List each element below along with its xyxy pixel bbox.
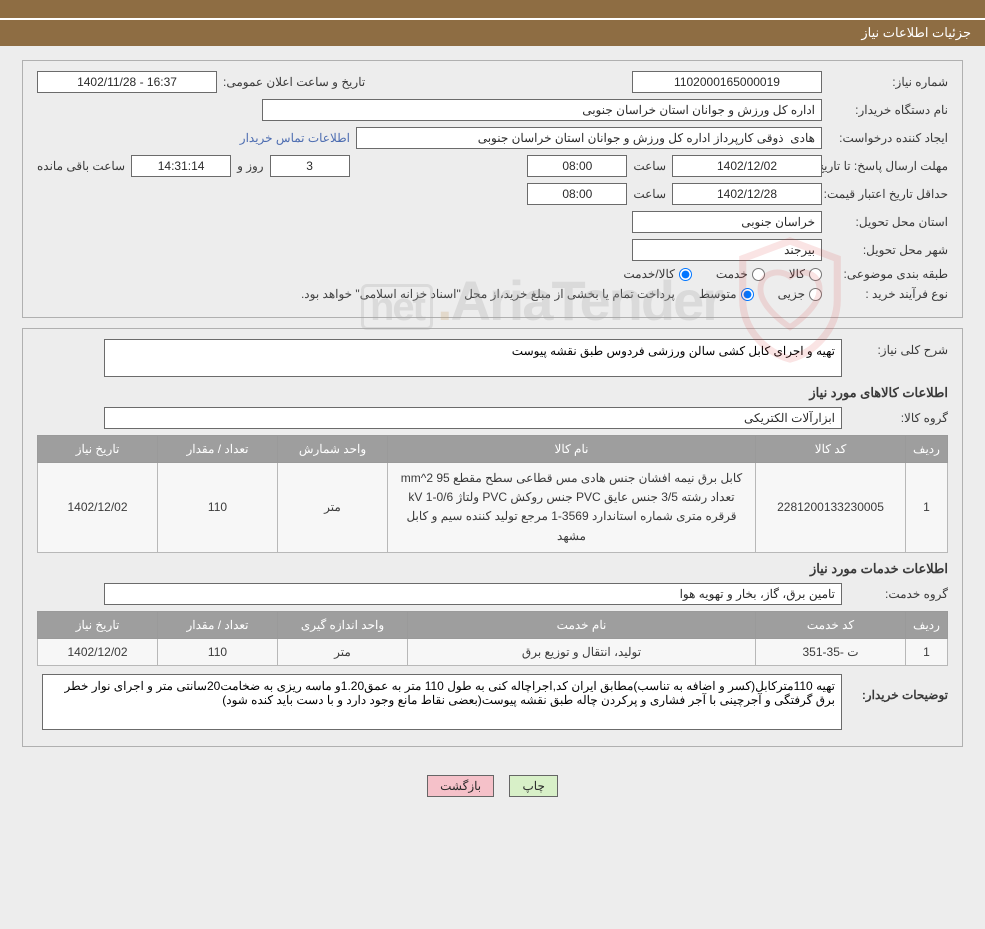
time-label-2: ساعت (633, 187, 666, 201)
price-valid-time (527, 183, 627, 205)
goods-row-name: کابل برق نیمه افشان جنس هادی مس قطاعی سط… (388, 463, 756, 553)
remaining-label: ساعت باقی مانده (37, 159, 125, 173)
services-section-title: اطلاعات خدمات مورد نیاز (37, 561, 948, 577)
buyer-contact-link[interactable]: اطلاعات تماس خریدار (240, 131, 350, 145)
print-button[interactable]: چاپ (509, 775, 557, 797)
srow-date: 1402/12/02 (38, 638, 158, 665)
col-service-name: نام خدمت (408, 611, 756, 638)
buyer-org-value (262, 99, 822, 121)
col-row-idx: ردیف (906, 436, 948, 463)
col-unit: واحد شمارش (278, 436, 388, 463)
services-table-row: 1 ت -35-351 تولید، انتقال و توزیع برق مت… (38, 638, 948, 665)
announce-datetime-value (37, 71, 217, 93)
days-remaining-value (270, 155, 350, 177)
col-sunit: واحد اندازه گیری (278, 611, 408, 638)
radio-kala-khedmat[interactable]: کالا/خدمت (623, 267, 691, 281)
goods-table: ردیف کد کالا نام کالا واحد شمارش تعداد /… (37, 435, 948, 553)
need-detail-panel: شماره نیاز: تاریخ و ساعت اعلان عمومی: نا… (22, 60, 963, 318)
need-summary-value (104, 339, 842, 377)
col-qty: تعداد / مقدار (158, 436, 278, 463)
goods-row-unit: متر (278, 463, 388, 553)
time-remaining-value (131, 155, 231, 177)
col-srow-idx: ردیف (906, 611, 948, 638)
category-label: طبقه بندی موضوعی: (828, 267, 948, 281)
reply-deadline-time (527, 155, 627, 177)
services-table: ردیف کد خدمت نام خدمت واحد اندازه گیری ت… (37, 611, 948, 666)
reply-deadline-label: مهلت ارسال پاسخ: تا تاریخ: (828, 159, 948, 173)
goods-row-code: 2281200133230005 (756, 463, 906, 553)
price-valid-date (672, 183, 822, 205)
city-label: شهر محل تحویل: (828, 243, 948, 257)
need-number-label: شماره نیاز: (828, 75, 948, 89)
payment-note: پرداخت تمام یا بخشی از مبلغ خرید،از محل … (301, 287, 675, 301)
service-group-label: گروه خدمت: (848, 587, 948, 601)
reply-deadline-date (672, 155, 822, 177)
city-value (632, 239, 822, 261)
need-number-value (632, 71, 822, 93)
goods-row-idx: 1 (906, 463, 948, 553)
back-button[interactable]: بازگشت (427, 775, 494, 797)
purchase-type-label: نوع فرآیند خرید : (828, 287, 948, 301)
srow-unit: متر (278, 638, 408, 665)
page-title: جزئیات اطلاعات نیاز (861, 25, 971, 41)
goods-group-value (104, 407, 842, 429)
goods-table-header-row: ردیف کد کالا نام کالا واحد شمارش تعداد /… (38, 436, 948, 463)
goods-group-label: گروه کالا: (848, 411, 948, 425)
srow-name: تولید، انتقال و توزیع برق (408, 638, 756, 665)
province-value (632, 211, 822, 233)
radio-jozee[interactable]: جزیی (778, 287, 822, 301)
col-service-code: کد خدمت (756, 611, 906, 638)
col-sqty: تعداد / مقدار (158, 611, 278, 638)
col-goods-code: کد کالا (756, 436, 906, 463)
goods-row-qty: 110 (158, 463, 278, 553)
goods-section-title: اطلاعات کالاهای مورد نیاز (37, 385, 948, 401)
page-header: جزئیات اطلاعات نیاز (0, 18, 985, 46)
day-label: روز و (237, 159, 264, 173)
goods-row-date: 1402/12/02 (38, 463, 158, 553)
province-label: استان محل تحویل: (828, 215, 948, 229)
srow-idx: 1 (906, 638, 948, 665)
services-table-header-row: ردیف کد خدمت نام خدمت واحد اندازه گیری ت… (38, 611, 948, 638)
goods-table-row: 1 2281200133230005 کابل برق نیمه افشان ج… (38, 463, 948, 553)
price-valid-label: حداقل تاریخ اعتبار قیمت: تا تاریخ: (828, 187, 948, 201)
buyer-notes-value (42, 674, 842, 730)
creator-value (356, 127, 822, 149)
buyer-notes-label: توضیحات خریدار: (848, 674, 948, 702)
announce-datetime-label: تاریخ و ساعت اعلان عمومی: (223, 75, 365, 89)
col-need-date: تاریخ نیاز (38, 436, 158, 463)
col-goods-name: نام کالا (388, 436, 756, 463)
radio-kala[interactable]: کالا (789, 267, 822, 281)
time-label-1: ساعت (633, 159, 666, 173)
radio-motevaset[interactable]: متوسط (699, 287, 754, 301)
radio-khedmat[interactable]: خدمت (716, 267, 765, 281)
srow-qty: 110 (158, 638, 278, 665)
service-group-value (104, 583, 842, 605)
need-summary-label: شرح کلی نیاز: (848, 339, 948, 357)
buyer-org-label: نام دستگاه خریدار: (828, 103, 948, 117)
top-spacer-bar (0, 0, 985, 18)
srow-code: ت -35-351 (756, 638, 906, 665)
creator-label: ایجاد کننده درخواست: (828, 131, 948, 145)
col-sdate: تاریخ نیاز (38, 611, 158, 638)
action-button-row: چاپ بازگشت (0, 767, 985, 811)
need-items-panel: شرح کلی نیاز: اطلاعات کالاهای مورد نیاز … (22, 328, 963, 747)
